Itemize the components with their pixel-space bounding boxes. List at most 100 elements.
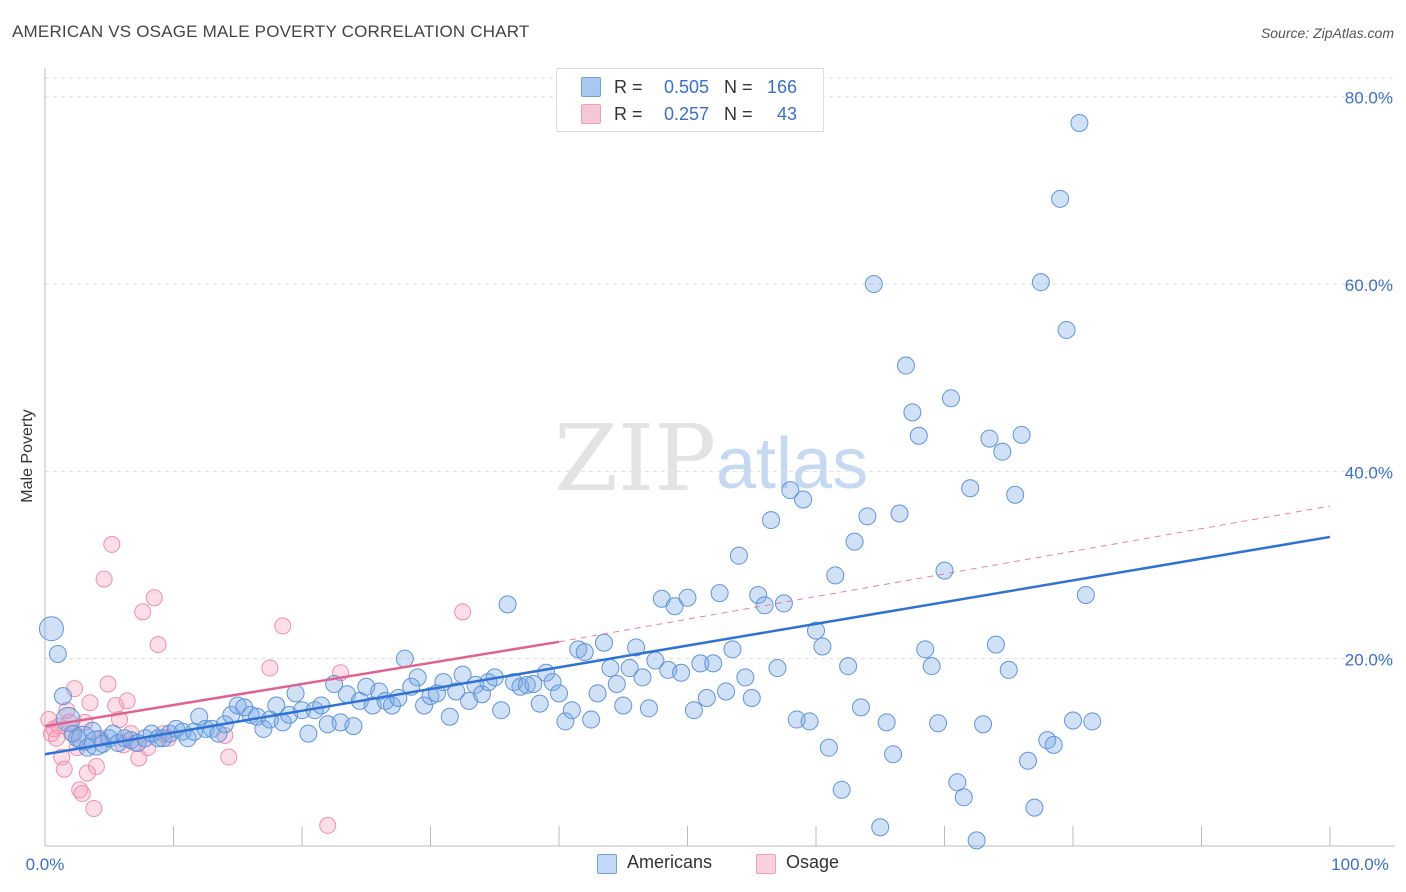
- osage-point: [99, 675, 117, 693]
- americans-point: [967, 831, 986, 850]
- americans-point: [1064, 711, 1082, 730]
- r-label: R =: [614, 77, 643, 97]
- osage-swatch: [581, 104, 601, 124]
- americans-point: [851, 698, 870, 717]
- americans-point: [742, 689, 761, 708]
- americans-point: [807, 621, 825, 640]
- americans-point: [845, 532, 864, 551]
- osage-point: [454, 603, 472, 621]
- americans-point: [83, 721, 102, 740]
- americans-point: [38, 616, 64, 642]
- americans-point: [768, 659, 787, 678]
- y-tick-label: 80.0%: [1345, 89, 1393, 108]
- americans-point: [543, 673, 562, 692]
- americans-point: [228, 696, 247, 715]
- americans-point: [639, 699, 658, 718]
- n-label: N =: [724, 104, 753, 124]
- americans-point: [871, 818, 890, 837]
- americans-point: [704, 654, 723, 673]
- n-label: N =: [724, 77, 753, 97]
- americans-point: [492, 701, 511, 720]
- americans-point: [447, 682, 466, 701]
- stats-row-osage: R = 0.257 N = 43: [557, 102, 823, 128]
- americans-point: [382, 696, 401, 715]
- americans-point: [48, 645, 67, 663]
- americans-point: [517, 675, 536, 694]
- americans-point: [665, 597, 684, 616]
- americans-point: [941, 389, 960, 408]
- americans-point: [903, 403, 922, 422]
- osage-point: [81, 694, 99, 712]
- osage-trend-extension: [558, 505, 1331, 643]
- americans-trend-line: [44, 535, 1331, 756]
- americans-point: [370, 682, 389, 701]
- americans-point: [896, 356, 915, 375]
- legend-label-americans: Americans: [627, 852, 713, 872]
- americans-point: [794, 490, 813, 509]
- americans-point: [395, 649, 414, 668]
- americans-point: [813, 637, 832, 656]
- americans-point: [839, 657, 858, 676]
- americans-point: [948, 773, 967, 792]
- r-value: 0.505: [663, 77, 709, 97]
- watermark-zip: ZIP: [554, 405, 716, 512]
- osage-legend-swatch: [756, 854, 776, 874]
- americans-point: [935, 561, 954, 580]
- osage-point: [261, 659, 279, 677]
- americans-point: [781, 481, 800, 500]
- americans-legend-swatch: [597, 854, 617, 874]
- americans-swatch: [581, 77, 601, 97]
- y-tick-label: 20.0%: [1345, 651, 1393, 670]
- americans-point: [762, 511, 781, 530]
- osage-point: [55, 760, 73, 778]
- x-tick-label: 0.0%: [26, 855, 65, 874]
- osage-point: [87, 757, 105, 775]
- americans-point: [575, 643, 594, 662]
- osage-points: [40, 535, 472, 834]
- americans-point: [1019, 751, 1038, 770]
- americans-point: [929, 714, 948, 733]
- americans-point: [691, 654, 710, 673]
- americans-point: [723, 640, 742, 659]
- watermark-atlas: atlas: [716, 424, 868, 504]
- americans-point: [588, 684, 607, 703]
- americans-point: [980, 429, 999, 448]
- americans-point: [286, 684, 305, 703]
- americans-point: [916, 640, 935, 659]
- americans-point: [672, 663, 691, 682]
- americans-point: [344, 717, 363, 736]
- americans-point: [415, 696, 434, 715]
- osage-point: [85, 800, 103, 818]
- americans-point: [684, 701, 703, 720]
- n-value: 43: [776, 104, 797, 124]
- osage-point: [95, 570, 113, 588]
- americans-point: [890, 504, 909, 523]
- americans-point: [986, 635, 1005, 654]
- americans-point: [729, 546, 748, 565]
- americans-point: [1083, 712, 1102, 731]
- americans-point: [1051, 189, 1070, 208]
- americans-point: [884, 745, 903, 764]
- americans-point: [254, 719, 273, 738]
- americans-point: [877, 713, 896, 732]
- americans-point: [299, 724, 318, 743]
- americans-point: [749, 585, 768, 604]
- osage-point: [122, 725, 140, 743]
- osage-point: [118, 692, 136, 710]
- osage-trend-line: [44, 640, 560, 728]
- osage-point: [103, 535, 121, 553]
- americans-point: [697, 689, 716, 708]
- americans-point: [582, 710, 601, 729]
- americans-point: [974, 715, 993, 734]
- americans-point: [1044, 735, 1063, 754]
- trend-lines: [44, 505, 1331, 756]
- x-tick-label: 100.0%: [1331, 855, 1389, 874]
- americans-point: [601, 659, 620, 678]
- americans-point: [1006, 485, 1025, 504]
- r-value: 0.257: [663, 104, 709, 124]
- osage-point: [73, 785, 91, 803]
- americans-point: [819, 738, 838, 757]
- americans-point: [440, 707, 459, 726]
- grid-lines: [45, 77, 1395, 660]
- americans-point: [922, 657, 941, 676]
